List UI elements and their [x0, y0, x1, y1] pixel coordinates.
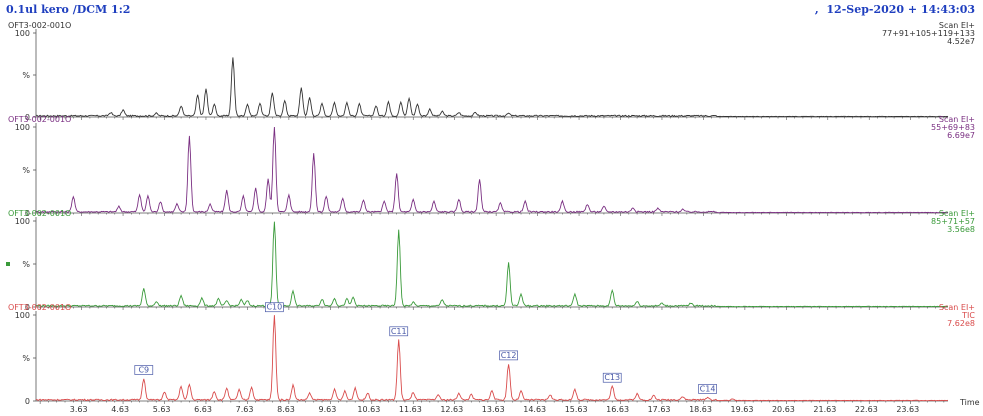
- x-tick-label: 7.63: [236, 405, 254, 414]
- chromatogram-trace: [35, 126, 949, 214]
- panel-intensity: 7.62e8: [947, 319, 975, 328]
- peak-label: C13: [604, 373, 620, 382]
- panel-ion-list: TIC: [961, 311, 975, 320]
- x-tick-label: 19.63: [731, 405, 754, 414]
- x-tick-label: 23.63: [896, 405, 919, 414]
- panel-intensity: 4.52e7: [947, 37, 975, 46]
- x-tick-label: 5.63: [153, 405, 171, 414]
- peak-label: C14: [700, 384, 716, 393]
- panel-file-label: OFT3-002-001O: [8, 21, 71, 30]
- y-tick-label: %: [22, 354, 30, 363]
- chromatogram-trace: [35, 315, 949, 402]
- datetime-value: 12-Sep-2020 + 14:43:03: [826, 3, 975, 16]
- y-tick-label: %: [22, 166, 30, 175]
- y-tick-label: 100: [15, 217, 30, 226]
- peak-label-box: [602, 372, 622, 383]
- peak-label-box: [134, 365, 154, 375]
- x-tick-label: 13.63: [482, 405, 505, 414]
- x-tick-label: 14.63: [523, 405, 546, 414]
- y-tick-label: 0: [25, 303, 30, 312]
- panel-scan-mode: Scan EI+: [939, 209, 975, 218]
- acquisition-datetime: , 12-Sep-2020 + 14:43:03: [815, 3, 975, 16]
- panel-ion-list: 85+71+57: [931, 217, 975, 226]
- x-tick-label: 10.63: [357, 405, 380, 414]
- x-tick-label: 22.63: [855, 405, 878, 414]
- y-tick-label: 0: [25, 113, 30, 122]
- panel-file-label: OFT3-002-001O: [8, 303, 71, 312]
- panel-file-label: OFT3-002-001O: [8, 209, 71, 218]
- panel-scan-mode: Scan EI+: [939, 115, 975, 124]
- x-tick-label: 12.63: [440, 405, 463, 414]
- x-tick-label: 17.63: [648, 405, 671, 414]
- x-tick-label: 15.63: [565, 405, 588, 414]
- x-tick-label: 3.63: [70, 405, 88, 414]
- panel-ion-list: 77+91+105+119+133: [882, 29, 975, 38]
- y-tick-label: 0: [25, 397, 30, 406]
- x-tick-label: 4.63: [111, 405, 129, 414]
- peak-label-box: [499, 350, 518, 361]
- x-tick-label: 16.63: [606, 405, 629, 414]
- panel-scan-mode: Scan EI+: [939, 21, 975, 30]
- sample-title: 0.1ul kero /DCM 1:2: [6, 3, 131, 16]
- y-tick-label: 100: [15, 123, 30, 132]
- x-tick-label: 9.63: [319, 405, 337, 414]
- peak-label-box: [698, 384, 717, 394]
- x-tick-label: 18.63: [689, 405, 712, 414]
- y-tick-label: 100: [15, 29, 30, 38]
- y-tick-label: 0: [25, 209, 30, 218]
- panel-indicator-icon: [6, 262, 10, 266]
- chromatogram-trace: [36, 57, 949, 118]
- panel-ion-list: 55+69+83: [931, 123, 975, 132]
- peak-label-box: [265, 302, 284, 313]
- panel-file-label: OFT3-002-001O: [8, 115, 71, 124]
- panel-scan-mode: Scan EI+: [939, 303, 975, 312]
- x-tick-label: 6.63: [194, 405, 212, 414]
- panel-intensity: 6.69e7: [947, 131, 975, 140]
- x-tick-label: 8.63: [277, 405, 295, 414]
- peak-label-box: [389, 326, 409, 337]
- x-tick-label: 20.63: [772, 405, 795, 414]
- peak-label: C11: [391, 327, 407, 336]
- y-tick-label: %: [22, 260, 30, 269]
- chromatogram-trace: [35, 221, 949, 308]
- peak-label: C12: [501, 351, 517, 360]
- datetime-prefix: ,: [814, 3, 819, 16]
- x-tick-label: 11.63: [399, 405, 422, 414]
- x-axis-label: Time: [959, 398, 980, 407]
- y-tick-label: 100: [15, 311, 30, 320]
- y-tick-label: %: [22, 71, 30, 80]
- peak-label: C9: [138, 366, 149, 375]
- panel-intensity: 3.56e8: [947, 225, 975, 234]
- peak-label: C10: [266, 303, 282, 312]
- x-tick-label: 21.63: [813, 405, 836, 414]
